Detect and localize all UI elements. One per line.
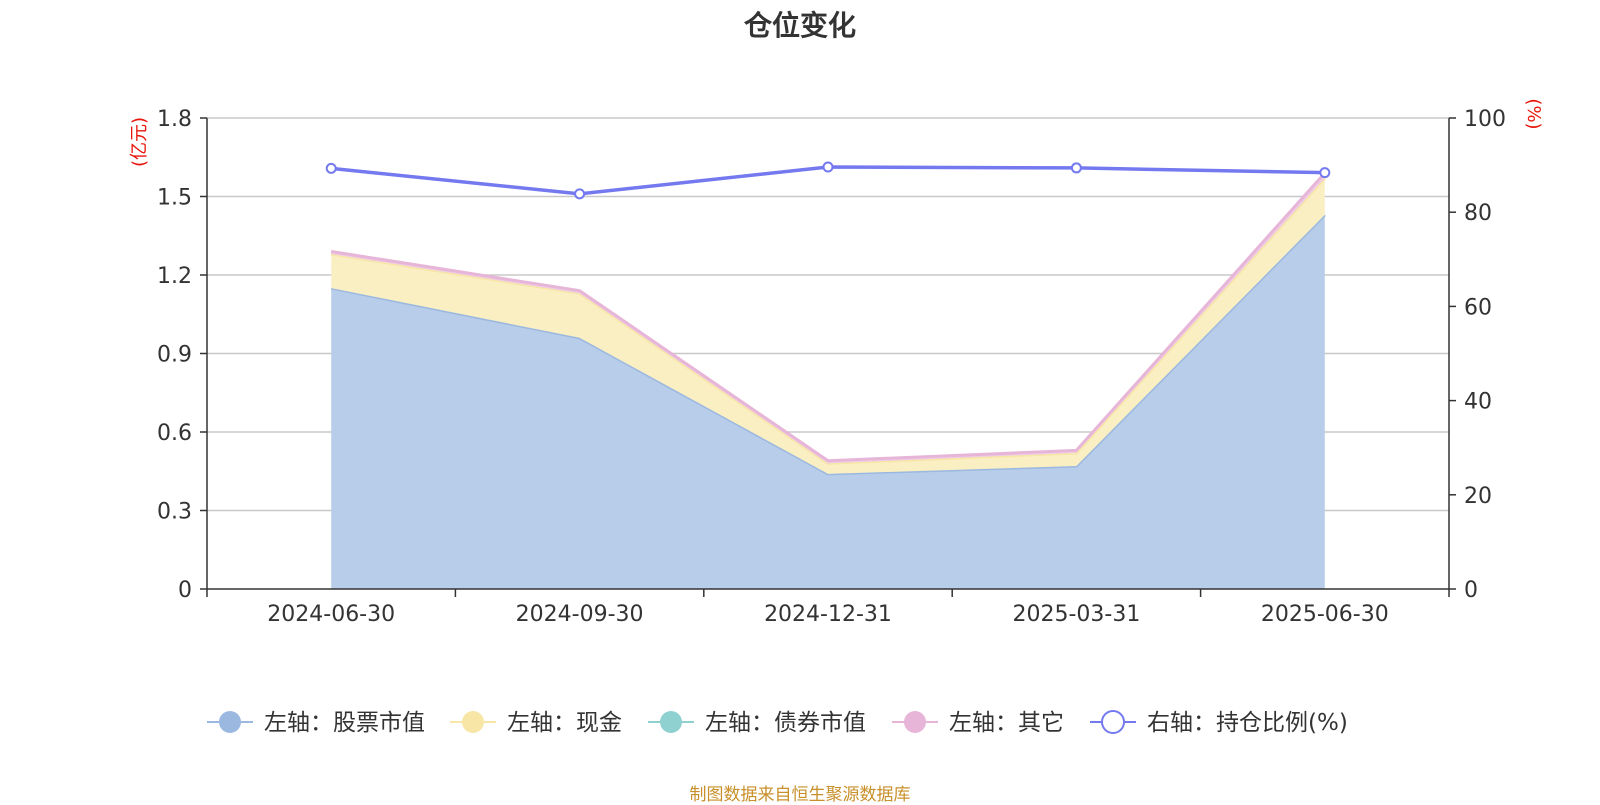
legend-item: 左轴：债券市值 — [648, 710, 866, 736]
axes: 0 0.3 0.6 0.9 1.2 1.5 1.8 0 20 40 60 80 100 2024-06-3… — [157, 107, 1506, 627]
legend-label: 左轴：现金 — [507, 710, 622, 736]
right-tick-label: 80 — [1464, 201, 1492, 226]
legend-label: 右轴：持仓比例(%) — [1147, 710, 1348, 736]
area-edge-左轴：其它 — [330, 171, 1326, 463]
left-axis-unit: (亿元) — [129, 117, 150, 167]
ratio-point — [325, 162, 337, 174]
legend-item: 左轴：其它 — [892, 710, 1064, 736]
ratio-point — [1070, 162, 1082, 174]
ratio-point — [1319, 167, 1331, 179]
legend-swatch-marker — [1101, 710, 1125, 734]
ratio-point — [822, 161, 834, 173]
ratio-point — [574, 188, 586, 200]
legend-label: 左轴：其它 — [949, 710, 1064, 736]
legend: 左轴：股票市值 左轴：现金 左轴：债券市值 左轴：其它 右轴：持仓比例(%) — [207, 710, 1348, 736]
left-tick-label: 1.5 — [157, 186, 192, 211]
left-tick-label: 0 — [178, 578, 192, 603]
area-左轴：现金 — [331, 178, 1325, 474]
legend-swatch-marker — [904, 711, 926, 733]
x-tick-label: 2024-09-30 — [516, 602, 644, 627]
legend-swatch-marker — [660, 711, 682, 733]
left-tick-label: 0.3 — [157, 500, 192, 525]
right-tick-label: 40 — [1464, 390, 1492, 415]
x-tick-label: 2024-06-30 — [267, 602, 395, 627]
right-tick-label: 0 — [1464, 578, 1478, 603]
legend-swatch-marker — [462, 711, 484, 733]
left-tick-label: 1.8 — [157, 107, 192, 132]
left-tick-label: 1.2 — [157, 264, 192, 289]
x-tick-label: 2025-03-31 — [1012, 602, 1140, 627]
chart-title: 仓位变化 — [743, 9, 856, 42]
legend-swatch-marker — [219, 711, 241, 733]
left-tick-label: 0.6 — [157, 421, 192, 446]
legend-item: 右轴：持仓比例(%) — [1090, 710, 1348, 736]
right-axis-unit: (%) — [1523, 98, 1544, 129]
right-tick-label: 20 — [1464, 484, 1492, 509]
x-tick-label: 2025-06-30 — [1261, 602, 1389, 627]
legend-label: 左轴：债券市值 — [705, 710, 866, 736]
stacked-areas — [330, 171, 1326, 590]
legend-item: 左轴：现金 — [450, 710, 622, 736]
legend-label: 左轴：股票市值 — [264, 710, 425, 736]
legend-item: 左轴：股票市值 — [207, 710, 425, 736]
ratio-line — [325, 161, 1331, 200]
right-tick-label: 100 — [1464, 107, 1506, 132]
source-note: 制图数据来自恒生聚源数据库 — [689, 785, 911, 805]
area-左轴：股票市值 — [331, 214, 1325, 590]
left-tick-label: 0.9 — [157, 343, 192, 368]
x-tick-label: 2024-12-31 — [764, 602, 892, 627]
right-tick-label: 60 — [1464, 295, 1492, 320]
